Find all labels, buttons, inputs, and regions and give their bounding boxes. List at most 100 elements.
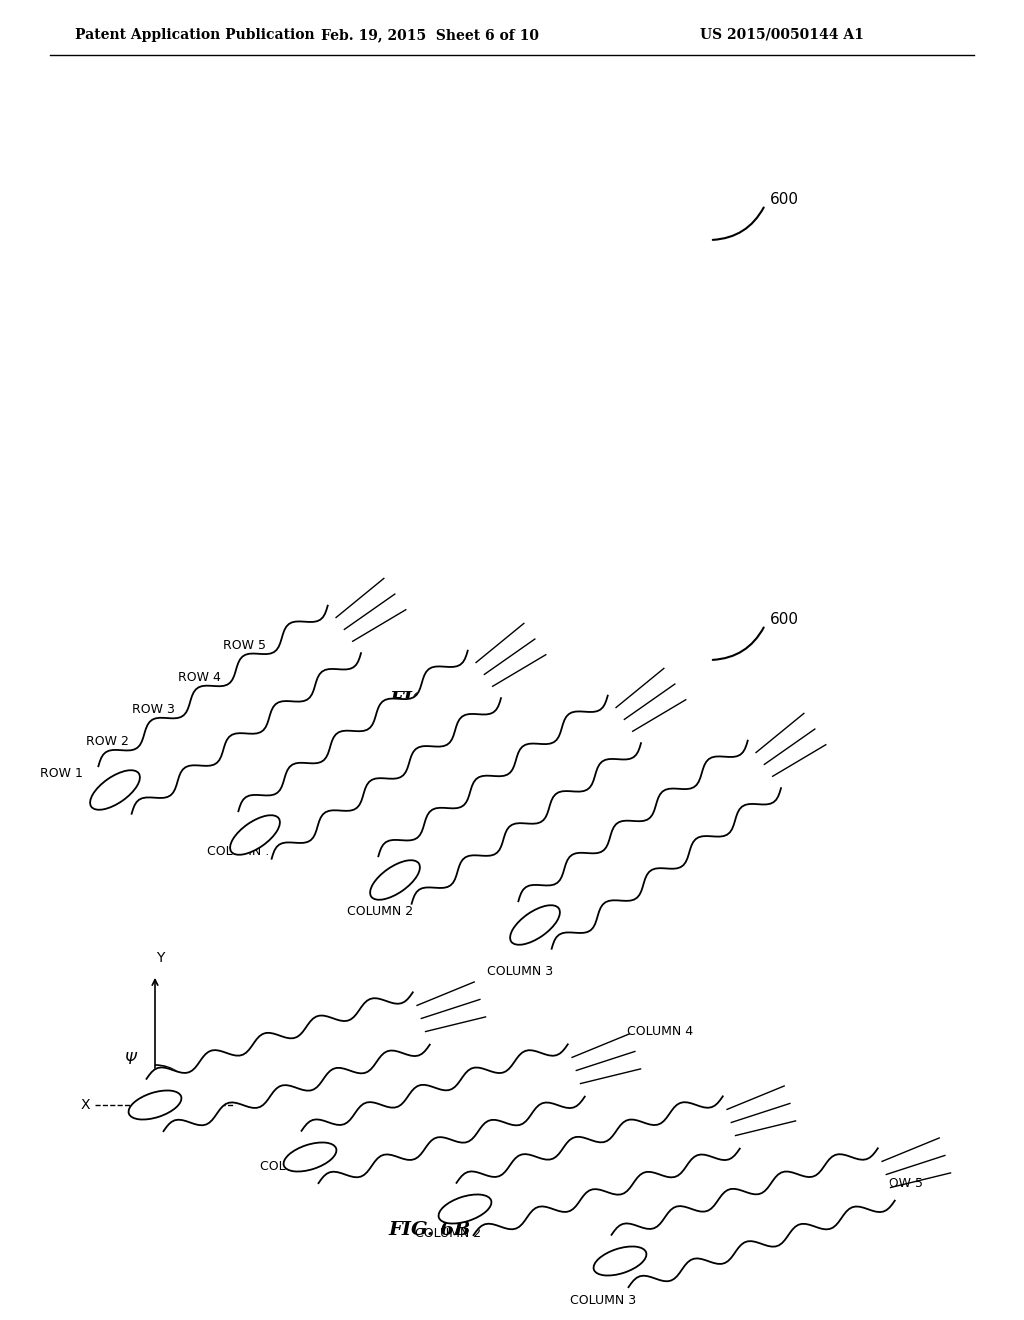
Ellipse shape <box>125 756 151 791</box>
Ellipse shape <box>265 801 291 837</box>
Polygon shape <box>134 763 139 774</box>
Circle shape <box>556 907 560 911</box>
Text: ROW 5: ROW 5 <box>223 639 266 652</box>
Polygon shape <box>129 772 140 779</box>
Polygon shape <box>146 993 430 1131</box>
Polygon shape <box>439 1104 444 1114</box>
Text: ROW 1: ROW 1 <box>40 767 83 780</box>
Polygon shape <box>280 1060 290 1067</box>
Polygon shape <box>278 816 288 824</box>
Circle shape <box>596 1164 600 1168</box>
Polygon shape <box>506 789 511 800</box>
Circle shape <box>543 1181 547 1185</box>
Polygon shape <box>360 754 372 760</box>
Polygon shape <box>274 675 285 682</box>
Polygon shape <box>463 829 473 837</box>
Polygon shape <box>389 1129 398 1137</box>
Ellipse shape <box>847 1167 872 1200</box>
Ellipse shape <box>275 1045 300 1078</box>
Polygon shape <box>482 1199 494 1205</box>
Polygon shape <box>455 830 466 837</box>
Polygon shape <box>268 817 280 824</box>
Circle shape <box>858 1181 861 1185</box>
Ellipse shape <box>451 814 477 849</box>
Polygon shape <box>695 809 705 818</box>
Polygon shape <box>744 1217 755 1222</box>
Polygon shape <box>391 1016 396 1027</box>
Polygon shape <box>369 751 379 760</box>
Polygon shape <box>452 689 463 696</box>
Polygon shape <box>231 1069 237 1078</box>
Polygon shape <box>314 785 326 792</box>
Polygon shape <box>442 1110 452 1119</box>
Circle shape <box>335 1147 339 1150</box>
Polygon shape <box>798 1199 808 1205</box>
Polygon shape <box>496 1093 505 1102</box>
Circle shape <box>414 721 418 725</box>
Polygon shape <box>806 1197 815 1205</box>
Text: Y: Y <box>156 950 164 965</box>
Polygon shape <box>555 764 565 774</box>
Polygon shape <box>137 771 147 779</box>
Circle shape <box>489 1199 494 1203</box>
Polygon shape <box>301 1044 585 1183</box>
Polygon shape <box>409 863 420 870</box>
Polygon shape <box>366 744 371 755</box>
Polygon shape <box>461 688 471 696</box>
Polygon shape <box>234 1076 244 1084</box>
Polygon shape <box>642 1147 653 1154</box>
Circle shape <box>548 1077 552 1081</box>
Ellipse shape <box>378 1114 402 1147</box>
Polygon shape <box>753 1214 762 1222</box>
Polygon shape <box>695 1130 707 1137</box>
Ellipse shape <box>329 1028 353 1061</box>
Polygon shape <box>549 908 560 915</box>
Polygon shape <box>288 1059 297 1067</box>
Text: Feb. 19, 2015  Sheet 6 of 10: Feb. 19, 2015 Sheet 6 of 10 <box>321 28 539 42</box>
Ellipse shape <box>438 1195 492 1224</box>
Ellipse shape <box>589 718 614 752</box>
Polygon shape <box>493 1086 498 1097</box>
Ellipse shape <box>728 763 755 797</box>
Circle shape <box>441 1111 445 1115</box>
Circle shape <box>508 797 512 801</box>
Circle shape <box>322 785 326 789</box>
Polygon shape <box>285 1052 290 1061</box>
Polygon shape <box>174 741 185 747</box>
Text: ROW 2: ROW 2 <box>720 1229 763 1242</box>
Polygon shape <box>407 721 418 727</box>
Polygon shape <box>460 821 465 832</box>
Circle shape <box>495 1094 499 1098</box>
Polygon shape <box>686 812 697 818</box>
Text: ROW 4: ROW 4 <box>178 671 220 684</box>
Polygon shape <box>803 1191 808 1200</box>
Circle shape <box>368 752 372 756</box>
Text: COLUMN 3: COLUMN 3 <box>486 965 553 978</box>
Polygon shape <box>541 1078 552 1084</box>
Polygon shape <box>378 696 641 904</box>
Polygon shape <box>600 866 605 876</box>
Ellipse shape <box>169 1080 194 1113</box>
Ellipse shape <box>740 1201 766 1234</box>
Ellipse shape <box>404 846 431 882</box>
Ellipse shape <box>370 861 420 900</box>
Polygon shape <box>394 1024 403 1032</box>
Ellipse shape <box>586 1150 610 1183</box>
Polygon shape <box>434 1113 445 1119</box>
Text: COLUMN 2: COLUMN 2 <box>415 1228 481 1239</box>
Polygon shape <box>173 1096 183 1101</box>
Polygon shape <box>851 1181 861 1188</box>
Polygon shape <box>643 1242 648 1253</box>
Text: FIG. 6A: FIG. 6A <box>389 690 471 709</box>
Ellipse shape <box>543 750 568 785</box>
Polygon shape <box>696 1225 701 1236</box>
Text: X: X <box>81 1098 90 1111</box>
Circle shape <box>752 1216 755 1220</box>
Circle shape <box>599 734 603 738</box>
Polygon shape <box>328 1147 338 1154</box>
Polygon shape <box>98 606 361 813</box>
Polygon shape <box>220 709 231 715</box>
Polygon shape <box>226 1078 237 1084</box>
Polygon shape <box>338 1034 343 1044</box>
Polygon shape <box>415 719 425 727</box>
